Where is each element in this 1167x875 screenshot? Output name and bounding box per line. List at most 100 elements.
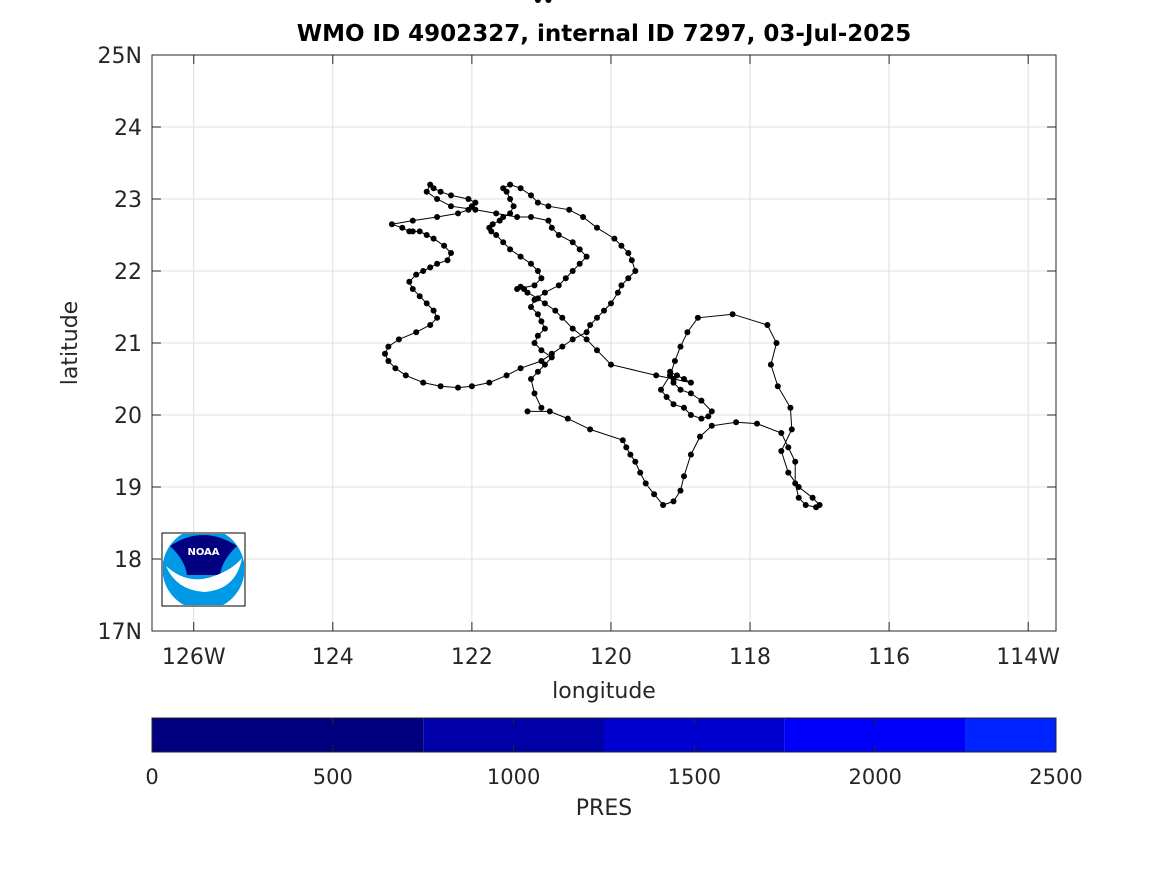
track-point: [493, 232, 500, 238]
track-point: [489, 221, 496, 228]
track-point: [687, 412, 694, 418]
track-point: [423, 232, 430, 238]
track-point: [681, 376, 687, 382]
track-point: [507, 210, 514, 217]
track-point: [705, 413, 712, 420]
track-point: [694, 314, 701, 321]
track-point: [503, 372, 510, 379]
x-axis: 126W 124 122 120 118 116 114W: [162, 55, 1060, 670]
track-point: [420, 379, 427, 386]
x-tick-label: 122: [451, 645, 493, 670]
track-point: [795, 484, 802, 490]
y-tick-label: 17N: [98, 620, 142, 645]
y-tick-label: 21: [114, 332, 142, 357]
track-point: [399, 224, 406, 231]
colorbar: [152, 718, 1056, 752]
track-point: [583, 253, 590, 260]
track-point: [409, 217, 416, 224]
track-point: [541, 325, 548, 332]
track-point: [434, 314, 441, 321]
track-point: [538, 404, 545, 411]
float-track: [382, 0, 823, 511]
track-point: [627, 451, 634, 458]
track-point: [562, 275, 569, 282]
track-point: [423, 300, 430, 307]
colorbar-frame: [151, 717, 1057, 753]
logo-text: NOAA: [187, 547, 219, 558]
track-point: [552, 307, 559, 314]
track-point: [792, 458, 799, 465]
track-point: [434, 196, 441, 202]
track-point: [500, 239, 507, 246]
track-point: [594, 314, 600, 321]
x-axis-label: longitude: [552, 679, 656, 704]
track-point: [413, 271, 420, 278]
x-tick-label: 114W: [996, 645, 1060, 670]
x-tick-label: 116: [868, 645, 910, 670]
track-point: [528, 192, 534, 199]
track-point: [531, 340, 538, 346]
colorbar-tick-label: 500: [313, 765, 353, 789]
track-point: [658, 386, 664, 393]
track-point: [531, 390, 538, 397]
y-axis-label: latitude: [58, 301, 83, 385]
track-point: [409, 286, 416, 292]
track-point: [687, 390, 694, 397]
track-point: [455, 210, 461, 217]
track-point: [697, 433, 703, 440]
track-point: [663, 394, 670, 400]
track-point: [569, 336, 576, 343]
track-point: [580, 214, 587, 220]
track-point: [566, 206, 573, 213]
track-point: [441, 242, 448, 249]
track-point: [420, 268, 427, 274]
track-point: [594, 347, 600, 354]
track-point: [628, 257, 635, 264]
track-point: [500, 185, 507, 192]
track-point: [382, 350, 388, 357]
track-point: [514, 286, 521, 292]
track-point: [493, 210, 500, 217]
track-point: [733, 419, 740, 426]
track-point: [608, 300, 614, 307]
colorbar-tick-label: 1000: [487, 765, 540, 789]
track-point: [754, 420, 760, 427]
track-point: [534, 332, 541, 339]
x-tick-label: 126W: [162, 645, 226, 670]
track-point: [486, 379, 493, 386]
track-point: [698, 397, 705, 404]
y-tick-label: 22: [114, 260, 142, 285]
track-point: [416, 228, 423, 235]
track-point: [671, 358, 678, 364]
track-point: [528, 260, 534, 267]
track-point: [531, 282, 538, 289]
track-point: [660, 502, 667, 508]
x-tick-label: 124: [312, 645, 354, 670]
track-point: [608, 361, 614, 368]
track-point: [637, 469, 644, 476]
track-point: [677, 386, 684, 393]
y-tick-label: 18: [114, 548, 142, 573]
track-point: [653, 372, 660, 379]
track-point: [583, 336, 590, 343]
grid-lines: [152, 54, 1056, 632]
track-point: [729, 311, 736, 318]
track-point: [708, 408, 715, 415]
track-point: [546, 408, 553, 415]
track-point: [576, 260, 583, 267]
track-point: [774, 383, 781, 390]
chart-title: WMO ID 4902327, internal ID 7297, 03-Jul…: [297, 21, 912, 47]
track-point: [430, 235, 437, 242]
track-point: [670, 376, 677, 382]
track-point: [687, 379, 694, 386]
track-point: [583, 329, 590, 336]
track-point: [623, 444, 630, 451]
track-point: [601, 307, 607, 314]
track-point: [802, 502, 809, 508]
track-point: [534, 199, 541, 206]
y-tick-label: 19: [114, 476, 142, 501]
track-point: [778, 430, 785, 436]
colorbar-tick-label: 1500: [668, 765, 721, 789]
track-point: [773, 340, 780, 346]
